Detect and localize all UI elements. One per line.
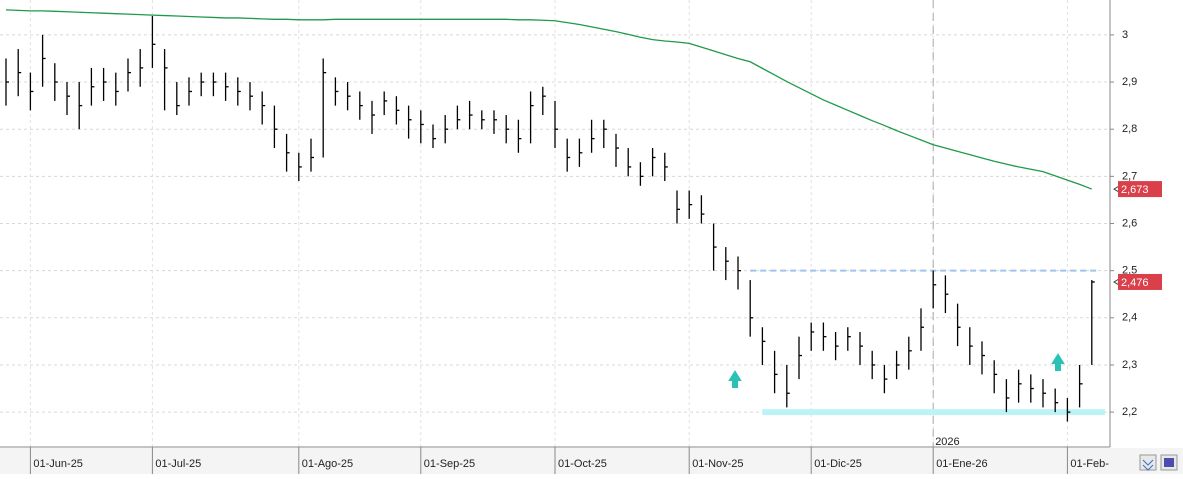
price-pointer — [1113, 278, 1120, 286]
x-tick-label: 01-Sep-25 — [424, 458, 475, 470]
y-tick-label: 3 — [1122, 29, 1128, 41]
x-tick-label: 01-Nov-25 — [692, 458, 743, 470]
x-tick-label: 01-Dic-25 — [814, 458, 862, 470]
zoom-icon — [1142, 459, 1154, 471]
y-tick-label: 2,5 — [1122, 265, 1137, 277]
x-tick-label: 01-Oct-25 — [558, 458, 607, 470]
zoom-button[interactable] — [1139, 454, 1157, 471]
x-tick-label: 01-Ago-25 — [302, 458, 353, 470]
x-axis-panel — [0, 448, 1183, 474]
price-label-box — [1118, 181, 1162, 198]
y-tick-label: 2,3 — [1122, 359, 1137, 371]
y-tick-label: 2,9 — [1122, 76, 1137, 88]
year-label: 2026 — [935, 436, 959, 448]
price-label: 2,476 — [1121, 277, 1149, 289]
y-tick-label: 2,4 — [1122, 312, 1137, 324]
y-tick-label: 2,7 — [1122, 170, 1137, 182]
up-arrow — [1051, 353, 1065, 371]
price-pointer — [1113, 185, 1120, 193]
x-tick-label: 01-Jun-25 — [33, 458, 83, 470]
up-arrow — [728, 370, 742, 388]
x-tick-label: 01-Jul-25 — [155, 458, 201, 470]
moving-average — [5, 9, 1093, 190]
y-tick-label: 2,2 — [1122, 406, 1137, 418]
y-tick-label: 2,8 — [1122, 123, 1137, 135]
price-label-box — [1118, 273, 1162, 290]
x-tick-label: 01-Feb- — [1070, 458, 1109, 470]
x-tick-label: 01-Ene-26 — [936, 458, 987, 470]
price-label: 2,673 — [1121, 184, 1149, 196]
y-tick-label: 2,6 — [1122, 217, 1137, 229]
save-icon — [1164, 458, 1174, 467]
support-band — [762, 409, 1105, 416]
